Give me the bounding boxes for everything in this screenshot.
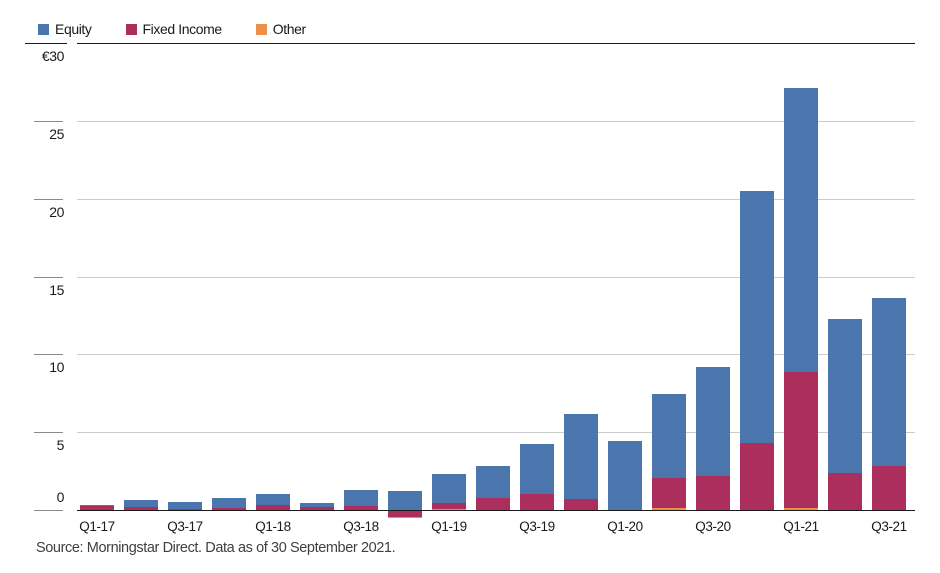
bar-segment-equity: [124, 500, 158, 508]
x-axis-line: [77, 510, 915, 511]
bar-segment-equity: [564, 413, 598, 500]
x-tick-label: Q1-21: [783, 519, 819, 534]
x-tick-label: Q3-19: [519, 519, 555, 534]
x-tick-label: Q1-18: [255, 519, 291, 534]
y-tick-label: 0: [56, 489, 65, 505]
y-gridline: [77, 198, 915, 200]
y-gridline: [77, 276, 915, 278]
other-swatch-icon: [255, 23, 267, 35]
bar-segment-equity: [520, 444, 554, 495]
bar-segment-equity: [300, 502, 334, 508]
y-tick-label: 25: [49, 126, 64, 142]
x-tick-label: Q3-17: [167, 519, 203, 534]
x-tick-label: Q1-17: [79, 519, 115, 534]
bar-segment-other: [784, 508, 818, 510]
y-tick-label: 20: [49, 203, 64, 220]
x-tick-label: Q3-21: [871, 519, 907, 534]
top-rule-left: [25, 43, 67, 45]
bar-segment-fixed-income: [168, 508, 202, 510]
legend-item-other: Other: [255, 21, 306, 37]
bar-segment-equity: [784, 88, 818, 372]
bar-segment-other: [432, 508, 466, 510]
bar-segment-equity: [256, 494, 290, 506]
bar-segment-fixed-income: [828, 472, 862, 510]
bar-segment-fixed-income: [300, 507, 334, 510]
bar-segment-fixed-income: [784, 371, 818, 509]
y-tick: [34, 121, 63, 122]
bar-segment-fixed-income: [432, 503, 466, 509]
bar-segment-equity: [80, 505, 114, 507]
x-tick-label: Q3-20: [695, 519, 731, 534]
bar-segment-other: [388, 516, 422, 519]
bar-segment-fixed-income: [652, 477, 686, 509]
source-note: Source: Morningstar Direct. Data as of 3…: [36, 540, 396, 556]
chart-legend: Equity Fixed Income Other: [38, 22, 340, 36]
y-tick-label: 15: [49, 281, 64, 298]
y-gridline: [77, 354, 915, 356]
y-gridline: [77, 432, 915, 434]
bar-segment-fixed-income: [872, 466, 906, 510]
bar-segment-other: [652, 508, 686, 510]
y-tick-label: 5: [56, 437, 65, 454]
bar-segment-fixed-income: [564, 499, 598, 510]
bar-segment-equity: [828, 319, 862, 473]
top-rule: [77, 43, 915, 45]
x-tick-label: Q1-19: [431, 519, 467, 534]
bar-segment-equity: [872, 297, 906, 467]
bar-segment-equity: [432, 473, 466, 504]
bar-segment-equity: [168, 502, 202, 509]
y-tick: [34, 198, 63, 200]
bar-segment-fixed-income: [388, 511, 422, 517]
y-tick: [34, 276, 63, 278]
fixed-income-swatch-icon: [125, 23, 137, 35]
bar-segment-fixed-income: [124, 507, 158, 510]
bar-segment-fixed-income: [476, 498, 510, 510]
y-gridline: [77, 121, 915, 122]
y-tick: [34, 432, 63, 434]
bar-segment-equity: [608, 441, 642, 510]
bar-segment-equity: [212, 498, 246, 509]
bar-segment-fixed-income: [740, 443, 774, 510]
y-tick-label: €30: [41, 48, 65, 65]
bar-segment-equity: [696, 367, 730, 477]
equity-swatch-icon: [38, 23, 49, 35]
bar-segment-fixed-income: [696, 476, 730, 510]
legend-item-fixed-income: Fixed Income: [125, 21, 223, 37]
bar-segment-fixed-income: [520, 494, 554, 510]
bar-segment-equity: [344, 490, 378, 506]
bar-segment-equity: [740, 191, 774, 444]
legend-label-other: Other: [272, 21, 306, 37]
y-tick: [34, 354, 63, 356]
bar-segment-equity: [652, 393, 686, 478]
legend-label-equity: Equity: [55, 21, 92, 37]
bar-segment-equity: [388, 491, 422, 510]
bar-segment-fixed-income: [212, 508, 246, 510]
bar-segment-equity: [476, 465, 510, 499]
y-tick-zero: [34, 510, 63, 511]
x-tick-label: Q1-20: [607, 519, 643, 534]
bar-segment-fixed-income: [80, 506, 114, 510]
bar-segment-fixed-income: [256, 505, 290, 510]
bar-segment-fixed-income: [344, 505, 378, 510]
legend-item-equity: Equity: [38, 22, 92, 36]
legend-label-fixed-income: Fixed Income: [142, 21, 223, 37]
y-tick-label: 10: [49, 359, 64, 376]
x-tick-label: Q3-18: [343, 519, 379, 534]
